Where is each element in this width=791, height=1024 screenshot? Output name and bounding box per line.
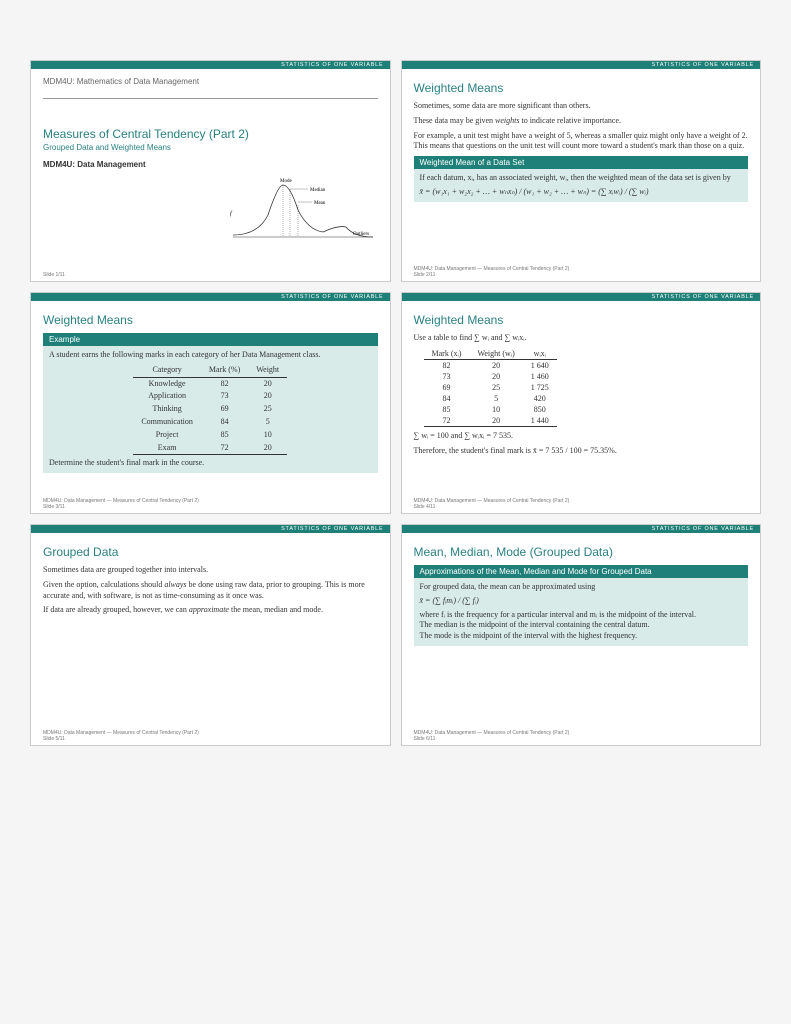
box-body: For grouped data, the mean can be approx…	[414, 578, 749, 646]
slide-footer: Slide 1/11	[31, 269, 390, 281]
label-f: f	[230, 210, 233, 217]
box-body: A student earns the following marks in e…	[43, 346, 378, 473]
slide-header: STATISTICS OF ONE VARIABLE	[31, 525, 390, 533]
label-median: Median	[310, 188, 326, 193]
heading: Mean, Median, Mode (Grouped Data)	[414, 545, 749, 559]
box-header: Approximations of the Mean, Median and M…	[414, 565, 749, 578]
distribution-diagram: Mode Median Mean Outliers f	[43, 175, 378, 247]
formula: x̄ = (w₁x₁ + w₂x₂ + … + wₙxₙ) / (w₁ + w₂…	[420, 187, 743, 198]
slide-header: STATISTICS OF ONE VARIABLE	[402, 293, 761, 301]
calc-table: Mark (xᵢ)Weight (wᵢ)wᵢxᵢ 82201 640 73201…	[424, 348, 557, 427]
row-1: STATISTICS OF ONE VARIABLE MDM4U: Mathem…	[30, 60, 761, 282]
para: Sometimes data are grouped together into…	[43, 565, 378, 576]
marks-table: CategoryMark (%)Weight Knowledge8220 App…	[133, 364, 287, 456]
heading: Weighted Means	[414, 81, 749, 95]
para: For example, a unit test might have a we…	[414, 131, 749, 153]
slide-footer: MDM4U: Data Management — Measures of Cen…	[402, 495, 761, 513]
title: Measures of Central Tendency (Part 2)	[43, 127, 378, 141]
para: If data are already grouped, however, we…	[43, 605, 378, 616]
heading: Grouped Data	[43, 545, 378, 559]
slide-6: STATISTICS OF ONE VARIABLE Mean, Median,…	[401, 524, 762, 746]
para: These data may be given weights to indic…	[414, 116, 749, 127]
slide-header: STATISTICS OF ONE VARIABLE	[31, 293, 390, 301]
sum-line: ∑ wᵢ = 100 and ∑ wᵢxᵢ = 7 535.	[414, 431, 749, 442]
label-mode: Mode	[280, 179, 292, 184]
slide-content: Weighted Means Sometimes, some data are …	[402, 69, 761, 263]
result-line: Therefore, the student's final mark is x…	[414, 446, 749, 457]
slide-header: STATISTICS OF ONE VARIABLE	[31, 61, 390, 69]
slide-content: Weighted Means Example A student earns t…	[31, 301, 390, 495]
label-mean: Mean	[314, 201, 326, 206]
slide-footer: MDM4U: Data Management — Measures of Cen…	[31, 495, 390, 513]
box-body: If each datum, xᵢ, has an associated wei…	[414, 169, 749, 202]
heading: Weighted Means	[414, 313, 749, 327]
slide-5: STATISTICS OF ONE VARIABLE Grouped Data …	[30, 524, 391, 746]
page: STATISTICS OF ONE VARIABLE MDM4U: Mathem…	[0, 0, 791, 816]
slide-header: STATISTICS OF ONE VARIABLE	[402, 525, 761, 533]
subtitle: Grouped Data and Weighted Means	[43, 143, 378, 152]
box-header: Weighted Mean of a Data Set	[414, 156, 749, 169]
slide-content: Weighted Means Use a table to find ∑ wᵢ …	[402, 301, 761, 495]
heading: Weighted Means	[43, 313, 378, 327]
slide-1: STATISTICS OF ONE VARIABLE MDM4U: Mathem…	[30, 60, 391, 282]
course-short: MDM4U: Data Management	[43, 160, 146, 169]
slide-header: STATISTICS OF ONE VARIABLE	[402, 61, 761, 69]
label-outliers: Outliers	[353, 232, 369, 237]
formula: x̄ = (∑ fᵢmᵢ) / (∑ fᵢ)	[420, 596, 743, 607]
slide-content: MDM4U: Mathematics of Data Management Me…	[31, 69, 390, 269]
para: Given the option, calculations should al…	[43, 580, 378, 602]
slide-2: STATISTICS OF ONE VARIABLE Weighted Mean…	[401, 60, 762, 282]
row-3: STATISTICS OF ONE VARIABLE Grouped Data …	[30, 524, 761, 746]
para: Sometimes, some data are more significan…	[414, 101, 749, 112]
slide-3: STATISTICS OF ONE VARIABLE Weighted Mean…	[30, 292, 391, 514]
slide-content: Grouped Data Sometimes data are grouped …	[31, 533, 390, 727]
slide-content: Mean, Median, Mode (Grouped Data) Approx…	[402, 533, 761, 727]
course-label: MDM4U: Mathematics of Data Management	[43, 77, 378, 86]
slide-footer: MDM4U: Data Management — Measures of Cen…	[402, 727, 761, 745]
slide-footer: MDM4U: Data Management — Measures of Cen…	[402, 263, 761, 281]
para: Use a table to find ∑ wᵢ and ∑ wᵢxᵢ.	[414, 333, 749, 344]
divider	[43, 98, 378, 99]
slide-footer: MDM4U: Data Management — Measures of Cen…	[31, 727, 390, 745]
row-2: STATISTICS OF ONE VARIABLE Weighted Mean…	[30, 292, 761, 514]
box-header: Example	[43, 333, 378, 346]
slide-4: STATISTICS OF ONE VARIABLE Weighted Mean…	[401, 292, 762, 514]
